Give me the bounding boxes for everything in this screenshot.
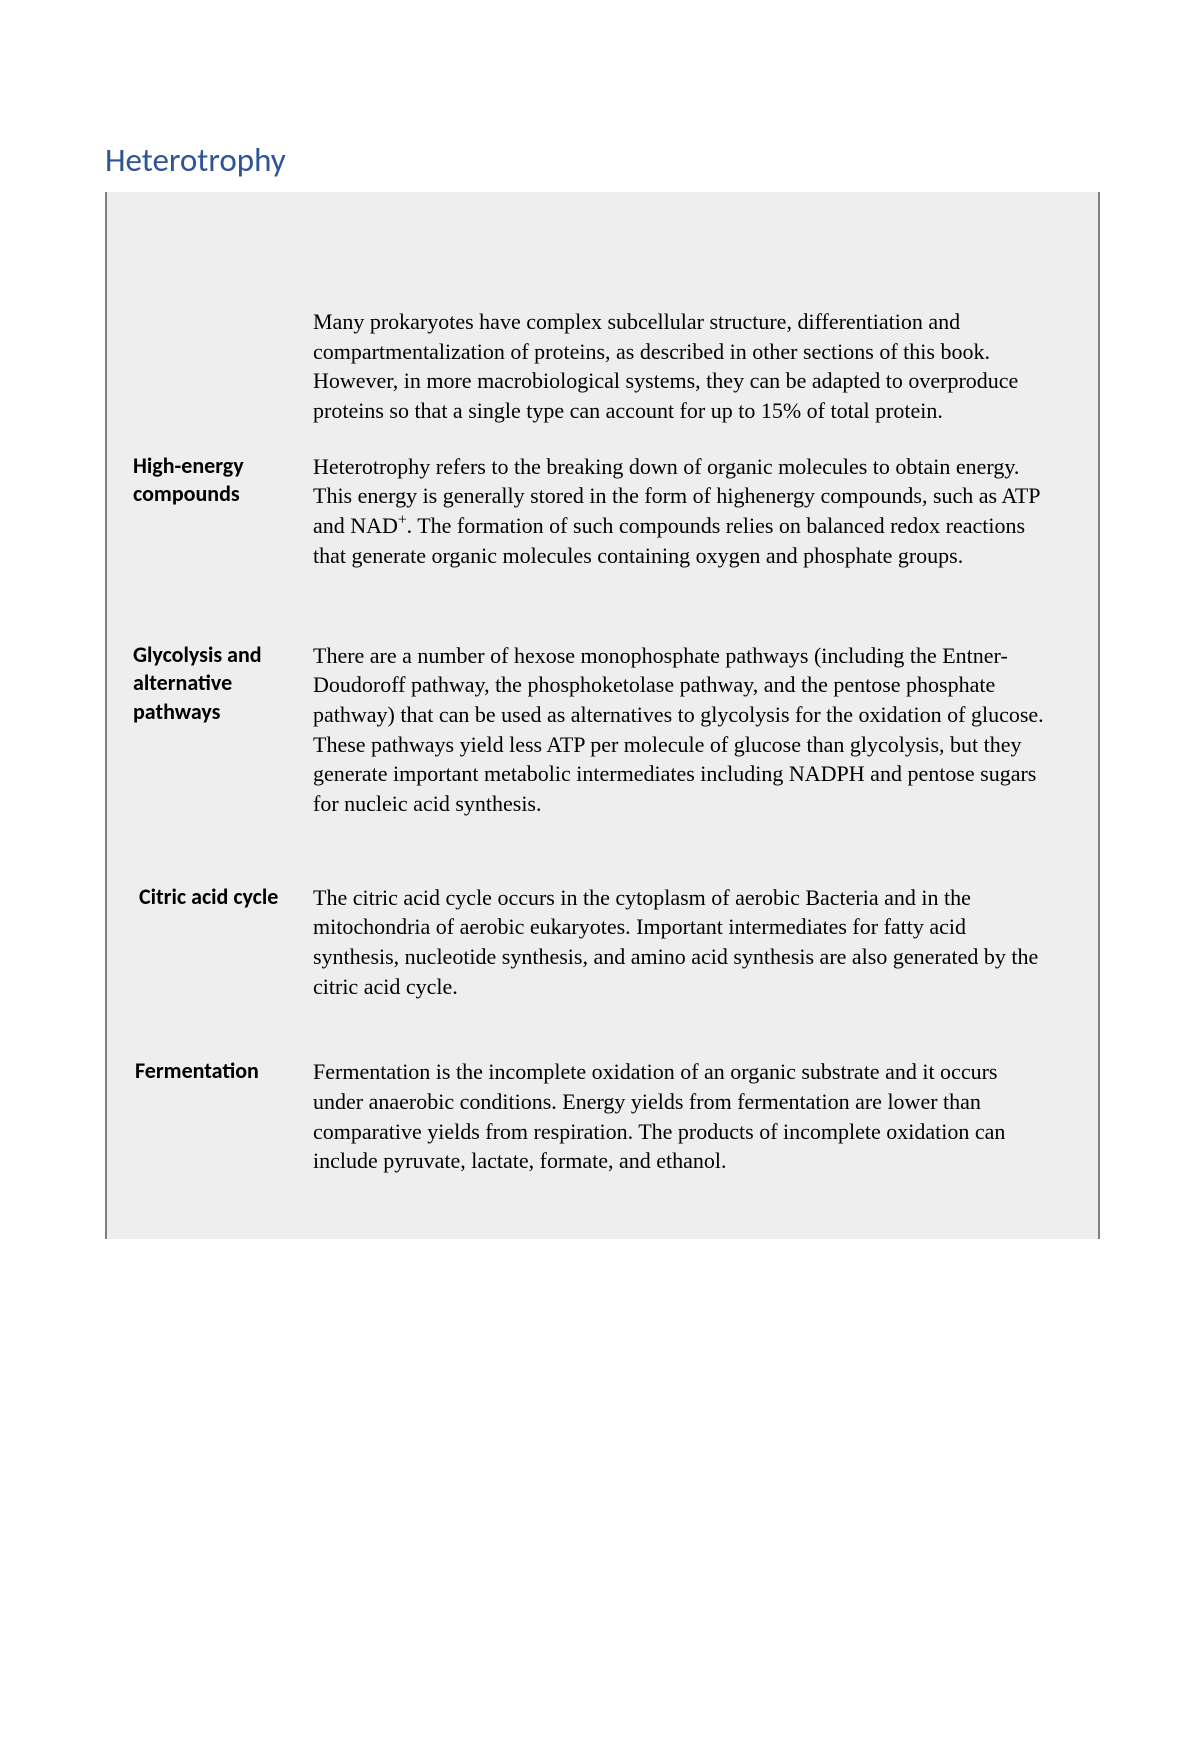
document-page: Heterotrophy Many prokaryotes have compl… (0, 0, 1200, 1299)
section-label-high-energy: High-energy compounds (133, 452, 313, 571)
superscript-plus: + (398, 512, 407, 529)
section-text-post: . The formation of such compounds relies… (313, 513, 1025, 568)
section-citric: Citric acid cycle The citric acid cycle … (133, 883, 1050, 1002)
content-panel: Many prokaryotes have complex subcellula… (105, 192, 1100, 1239)
section-label-glycolysis: Glycolysis and alternative pathways (133, 641, 313, 819)
intro-row: Many prokaryotes have complex subcellula… (133, 307, 1050, 426)
page-title: Heterotrophy (105, 140, 1100, 180)
section-label-fermentation: Fermentation (133, 1057, 313, 1176)
section-high-energy: High-energy compounds Heterotrophy refer… (133, 452, 1050, 571)
section-text-citric: The citric acid cycle occurs in the cyto… (313, 883, 1050, 1002)
section-text-high-energy: Heterotrophy refers to the breaking down… (313, 452, 1050, 571)
intro-text: Many prokaryotes have complex subcellula… (313, 307, 1050, 426)
section-text-fermentation: Fermentation is the incomplete oxidation… (313, 1057, 1050, 1176)
intro-spacer (133, 307, 313, 426)
section-text-glycolysis: There are a number of hexose monophospha… (313, 641, 1050, 819)
section-label-citric: Citric acid cycle (133, 883, 313, 1002)
section-glycolysis: Glycolysis and alternative pathways Ther… (133, 641, 1050, 819)
section-fermentation: Fermentation Fermentation is the incompl… (133, 1057, 1050, 1176)
